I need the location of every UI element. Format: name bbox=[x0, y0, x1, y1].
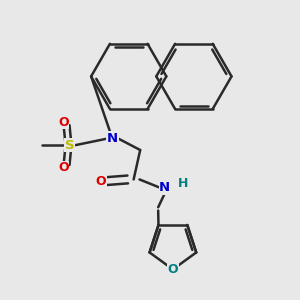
Text: N: N bbox=[107, 132, 118, 145]
Text: H: H bbox=[178, 177, 188, 190]
Text: O: O bbox=[58, 116, 69, 129]
Text: N: N bbox=[159, 181, 170, 194]
Text: O: O bbox=[96, 175, 106, 188]
Text: O: O bbox=[168, 263, 178, 276]
Text: O: O bbox=[58, 161, 69, 175]
Text: S: S bbox=[65, 139, 75, 152]
